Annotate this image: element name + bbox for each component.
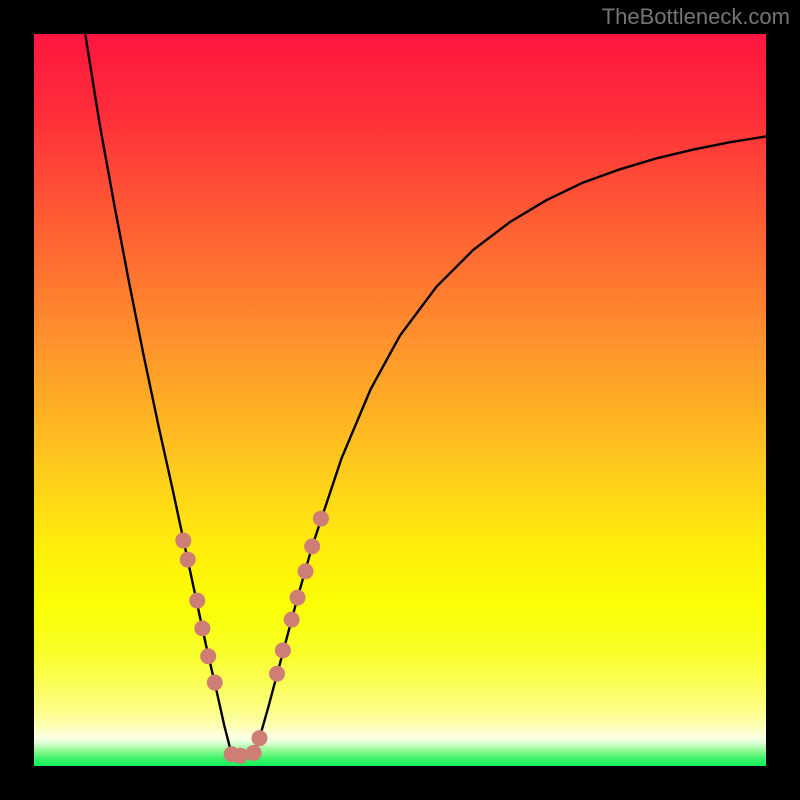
bottleneck-curve-chart xyxy=(34,34,766,766)
data-marker xyxy=(207,675,223,691)
data-marker xyxy=(189,593,205,609)
gradient-background xyxy=(34,34,766,766)
data-marker xyxy=(246,745,262,761)
data-marker xyxy=(284,612,300,628)
data-marker xyxy=(180,552,196,568)
data-marker xyxy=(290,590,306,606)
plot-area xyxy=(34,34,766,766)
data-marker xyxy=(313,511,329,527)
data-marker xyxy=(298,563,314,579)
data-marker xyxy=(304,538,320,554)
chart-outer-frame: TheBottleneck.com xyxy=(0,0,800,800)
data-marker xyxy=(175,533,191,549)
data-marker xyxy=(251,730,267,746)
watermark-text: TheBottleneck.com xyxy=(602,4,790,30)
data-marker xyxy=(194,620,210,636)
data-marker xyxy=(269,666,285,682)
data-marker xyxy=(275,642,291,658)
data-marker xyxy=(200,648,216,664)
data-marker xyxy=(232,748,248,764)
